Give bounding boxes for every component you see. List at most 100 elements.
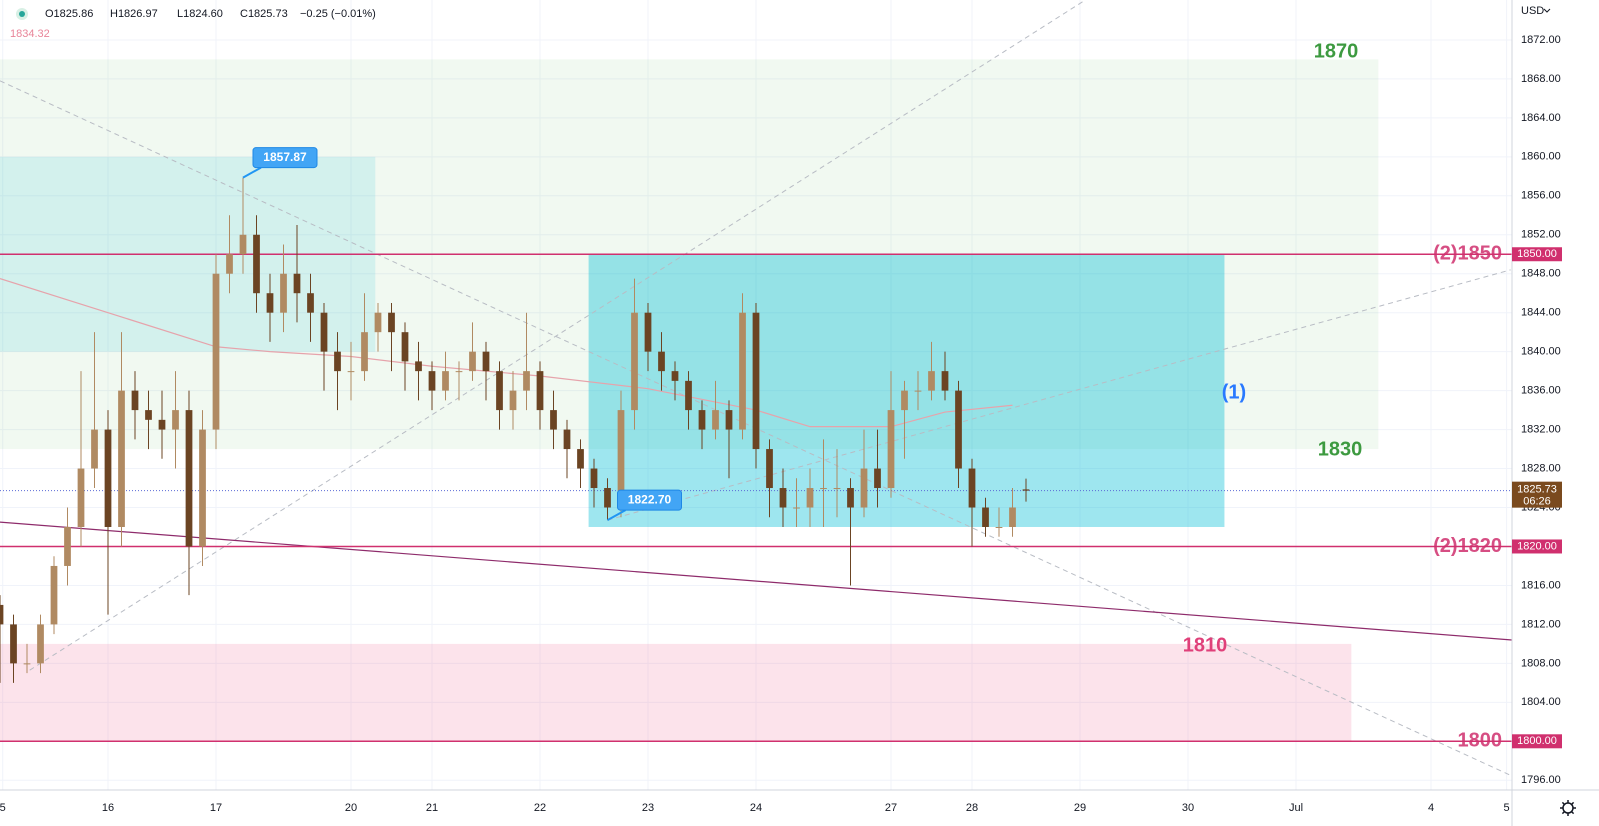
candle-body xyxy=(253,234,260,294)
candle-body xyxy=(550,410,557,430)
candle-body xyxy=(563,429,571,450)
candle-body xyxy=(374,312,382,333)
countdown-label: 06:26 xyxy=(1523,496,1551,508)
y-tick-label: 1840.00 xyxy=(1521,346,1561,358)
y-tick-label: 1832.00 xyxy=(1521,423,1561,435)
candle-body xyxy=(496,371,503,411)
callout-label: 1857.87 xyxy=(263,150,307,164)
settings-icon[interactable] xyxy=(1560,800,1576,816)
trendline xyxy=(29,0,1086,671)
candle-body xyxy=(779,488,787,508)
candle-body xyxy=(712,410,719,430)
y-tick-label: 1860.00 xyxy=(1521,151,1561,163)
candle-body xyxy=(847,488,854,508)
candle-body xyxy=(752,312,760,450)
candle-body xyxy=(941,371,949,391)
candle-body xyxy=(347,371,355,373)
x-tick-label: 17 xyxy=(210,802,222,814)
y-tick-label: 1864.00 xyxy=(1521,112,1561,124)
price-tag-label: 1850.00 xyxy=(1517,248,1557,260)
candle-body xyxy=(50,565,58,625)
y-tick-label: 1872.00 xyxy=(1521,34,1561,46)
y-tick-label: 1836.00 xyxy=(1521,385,1561,397)
callout-box xyxy=(252,147,318,169)
candle-body xyxy=(199,429,206,547)
candle-body xyxy=(482,351,490,372)
candle-body xyxy=(320,312,328,352)
candle-body xyxy=(158,419,166,430)
y-tick-label: 1812.00 xyxy=(1521,618,1561,630)
candle-body xyxy=(239,234,247,255)
candle-body xyxy=(455,371,463,373)
candle-body xyxy=(0,604,4,625)
candle-body xyxy=(1009,507,1016,527)
annotation: 1810 xyxy=(1183,634,1228,656)
x-tick-label: 22 xyxy=(534,802,546,814)
header-low: L1824.60 xyxy=(177,8,223,20)
candle-body xyxy=(982,507,989,527)
candle-body xyxy=(226,254,233,274)
price-tag-label: 1820.00 xyxy=(1517,540,1557,552)
candle-body xyxy=(523,371,530,391)
level-note: (2)1820 xyxy=(1433,535,1502,557)
candle-body xyxy=(334,351,341,372)
currency[interactable]: USD xyxy=(1521,5,1544,17)
candle-body xyxy=(590,468,598,489)
annotation: 1830 xyxy=(1318,438,1363,460)
candle-body xyxy=(145,410,152,420)
candle-body xyxy=(887,410,895,489)
candle-body xyxy=(968,468,976,508)
candle-body xyxy=(833,488,841,490)
level-note: 1800 xyxy=(1458,730,1503,752)
candle-body xyxy=(617,410,625,508)
y-tick-label: 1868.00 xyxy=(1521,73,1561,85)
candle-body xyxy=(104,429,112,527)
candle-body xyxy=(172,410,179,430)
annotation: (1) xyxy=(1222,381,1246,403)
candle-body xyxy=(860,468,868,508)
callout-box xyxy=(617,489,682,511)
candle-body xyxy=(725,410,733,430)
last-price-tag xyxy=(1512,481,1562,508)
candle-body xyxy=(37,624,44,664)
x-tick-label: 5 xyxy=(0,802,6,814)
candle-body xyxy=(739,312,746,430)
y-tick-label: 1856.00 xyxy=(1521,190,1561,202)
header-close: C1825.73 xyxy=(240,8,288,20)
x-tick-label: 21 xyxy=(426,802,438,814)
candle-body xyxy=(442,371,449,391)
candle-body xyxy=(428,371,436,391)
x-tick-label: 28 xyxy=(966,802,978,814)
candle-body xyxy=(914,390,922,392)
x-tick-label: 30 xyxy=(1182,802,1194,814)
y-tick-label: 1816.00 xyxy=(1521,579,1561,591)
candle-body xyxy=(631,312,638,411)
currency-chevron[interactable] xyxy=(1543,8,1551,13)
candle-body xyxy=(212,273,220,430)
callout-pointer xyxy=(607,509,626,522)
header-change: −0.25 (−0.01%) xyxy=(300,8,376,20)
candle-body xyxy=(388,312,395,333)
candle-body xyxy=(901,390,908,411)
x-tick-label: 23 xyxy=(642,802,654,814)
y-tick-label: 1804.00 xyxy=(1521,696,1561,708)
y-tick-label: 1852.00 xyxy=(1521,229,1561,241)
price-tag xyxy=(1512,247,1562,262)
candle-body xyxy=(10,624,17,664)
candle-body xyxy=(577,449,584,469)
candle-body xyxy=(766,449,773,489)
y-tick-label: 1844.00 xyxy=(1521,307,1561,319)
candle-body xyxy=(361,332,368,372)
candle-body xyxy=(793,507,800,509)
x-tick-label: 5 xyxy=(1504,802,1510,814)
x-tick-label: 20 xyxy=(345,802,357,814)
callout-label: 1822.70 xyxy=(628,492,672,506)
zone xyxy=(0,643,1352,742)
candle-body xyxy=(293,273,301,294)
candle-body xyxy=(874,468,881,489)
candle-body xyxy=(509,390,517,411)
candle-body xyxy=(307,293,314,313)
header-ma: 1834.32 xyxy=(10,28,50,40)
candle-body xyxy=(415,361,422,372)
